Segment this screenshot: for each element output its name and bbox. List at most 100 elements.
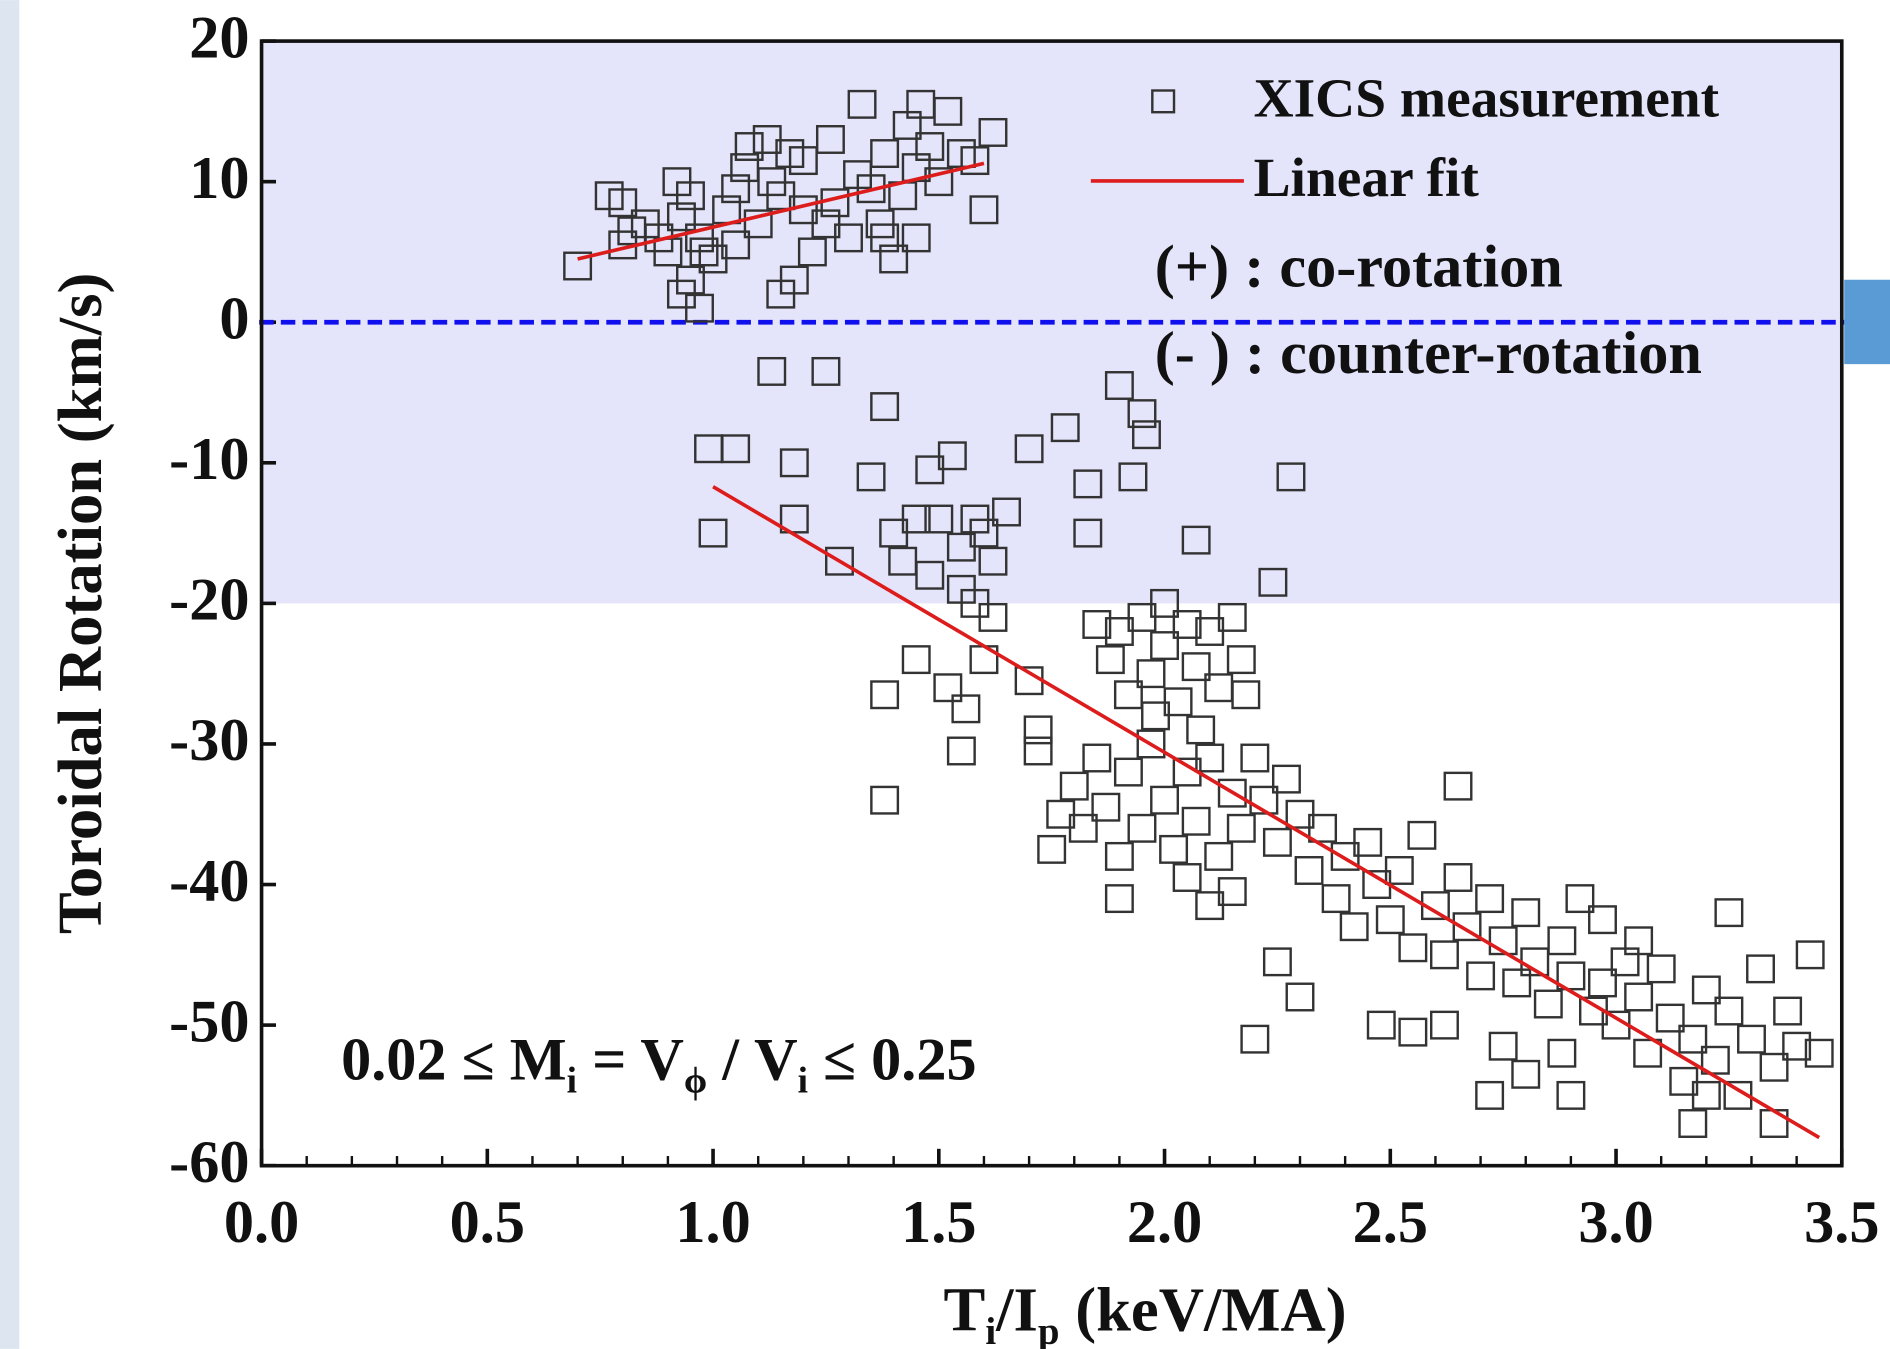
data-point — [1375, 905, 1405, 935]
data-point — [1104, 841, 1134, 871]
data-point — [757, 356, 787, 386]
data-point — [1759, 1109, 1789, 1138]
data-point — [1204, 841, 1234, 871]
data-point — [915, 132, 945, 161]
data-point — [1181, 806, 1211, 836]
data-point — [1181, 525, 1211, 555]
side-strip — [0, 0, 20, 1349]
x-tick-label: 0.5 — [450, 1189, 525, 1256]
x-axis-label-part: (keV/MA) — [1060, 1275, 1347, 1345]
data-point — [1073, 469, 1103, 499]
data-point — [915, 560, 945, 590]
data-point — [1059, 771, 1089, 801]
data-point — [1091, 792, 1121, 822]
data-point — [1533, 989, 1563, 1019]
plot-frame — [259, 39, 1844, 1168]
data-point — [870, 223, 900, 253]
data-point — [1773, 996, 1803, 1026]
data-point — [689, 237, 719, 267]
data-point — [1249, 785, 1279, 815]
y-tick-label: 0 — [219, 285, 249, 352]
data-point — [1624, 926, 1654, 956]
data-point — [1136, 659, 1166, 689]
legend-marker — [1151, 89, 1176, 114]
data-point — [1136, 729, 1166, 759]
formula-part: i — [798, 1060, 808, 1101]
data-point — [1475, 884, 1505, 914]
x-axis-label-part: p — [1038, 1310, 1060, 1349]
formula-part: ≤ 0.25 — [808, 1026, 977, 1093]
data-point — [933, 673, 963, 703]
data-point — [698, 518, 728, 548]
data-point — [721, 174, 751, 204]
data-point — [1759, 1052, 1789, 1082]
data-point — [1547, 926, 1577, 956]
data-point — [834, 223, 863, 253]
formula-part: = V — [577, 1026, 684, 1093]
x-tick-label: 1.5 — [901, 1189, 976, 1256]
data-point — [685, 293, 714, 323]
data-point — [1186, 715, 1216, 745]
data-point — [1150, 631, 1180, 661]
data-point — [960, 146, 990, 176]
x-tick-label: 2.0 — [1127, 1189, 1202, 1256]
x-tick-label: 0.0 — [224, 1189, 299, 1256]
y-tick-label: -10 — [169, 426, 249, 493]
data-point — [856, 174, 886, 204]
slide-arrow — [1844, 279, 1890, 365]
data-point — [978, 602, 1008, 632]
data-point — [1511, 1059, 1541, 1089]
formula-part: i — [567, 1060, 577, 1101]
data-point — [1217, 602, 1247, 632]
data-point — [879, 244, 909, 274]
data-point — [870, 139, 900, 169]
x-tick-label: 1.0 — [675, 1189, 750, 1256]
data-point — [779, 265, 809, 295]
data-point — [1556, 961, 1586, 991]
data-point — [1240, 1024, 1270, 1054]
data-point — [1181, 652, 1211, 682]
data-point — [1714, 898, 1744, 928]
data-point — [815, 125, 845, 154]
data-point — [870, 680, 900, 710]
x-axis-label-part: /I — [995, 1275, 1038, 1345]
data-point — [1132, 420, 1161, 450]
data-point — [1466, 961, 1496, 991]
data-point — [1082, 610, 1112, 639]
data-point — [1262, 827, 1292, 857]
data-point — [1678, 1024, 1708, 1054]
data-point — [563, 251, 593, 281]
data-point — [797, 237, 827, 267]
data-point — [1700, 1045, 1730, 1075]
data-point — [811, 356, 841, 386]
data-point — [1141, 701, 1170, 731]
data-point — [1113, 757, 1143, 787]
data-point — [1366, 1010, 1396, 1040]
x-axis-label-part: i — [985, 1310, 996, 1349]
data-point — [870, 392, 900, 422]
data-point — [1127, 813, 1157, 843]
data-point — [1127, 399, 1157, 429]
data-point — [1258, 567, 1288, 597]
data-point — [1624, 982, 1654, 1012]
data-point — [721, 434, 751, 464]
formula: 0.02 ≤ Mi = Vϕ / Vi ≤ 0.25 — [341, 1026, 977, 1101]
data-point — [1556, 1080, 1586, 1110]
data-point — [779, 448, 809, 478]
data-point — [978, 546, 1008, 576]
data-point — [946, 736, 976, 766]
data-point — [608, 188, 638, 218]
data-point — [1308, 813, 1338, 843]
data-point — [1646, 954, 1676, 984]
legend-label: XICS measurement — [1254, 67, 1720, 128]
data-point — [1150, 785, 1180, 815]
data-point — [1217, 778, 1247, 808]
data-point — [1276, 462, 1306, 492]
data-point — [1050, 413, 1080, 443]
legend-label: Linear fit — [1254, 147, 1480, 208]
data-point — [779, 504, 809, 534]
data-point — [676, 181, 705, 211]
y-tick-label: -40 — [169, 848, 249, 915]
data-point — [1339, 912, 1369, 942]
data-point — [915, 455, 945, 485]
